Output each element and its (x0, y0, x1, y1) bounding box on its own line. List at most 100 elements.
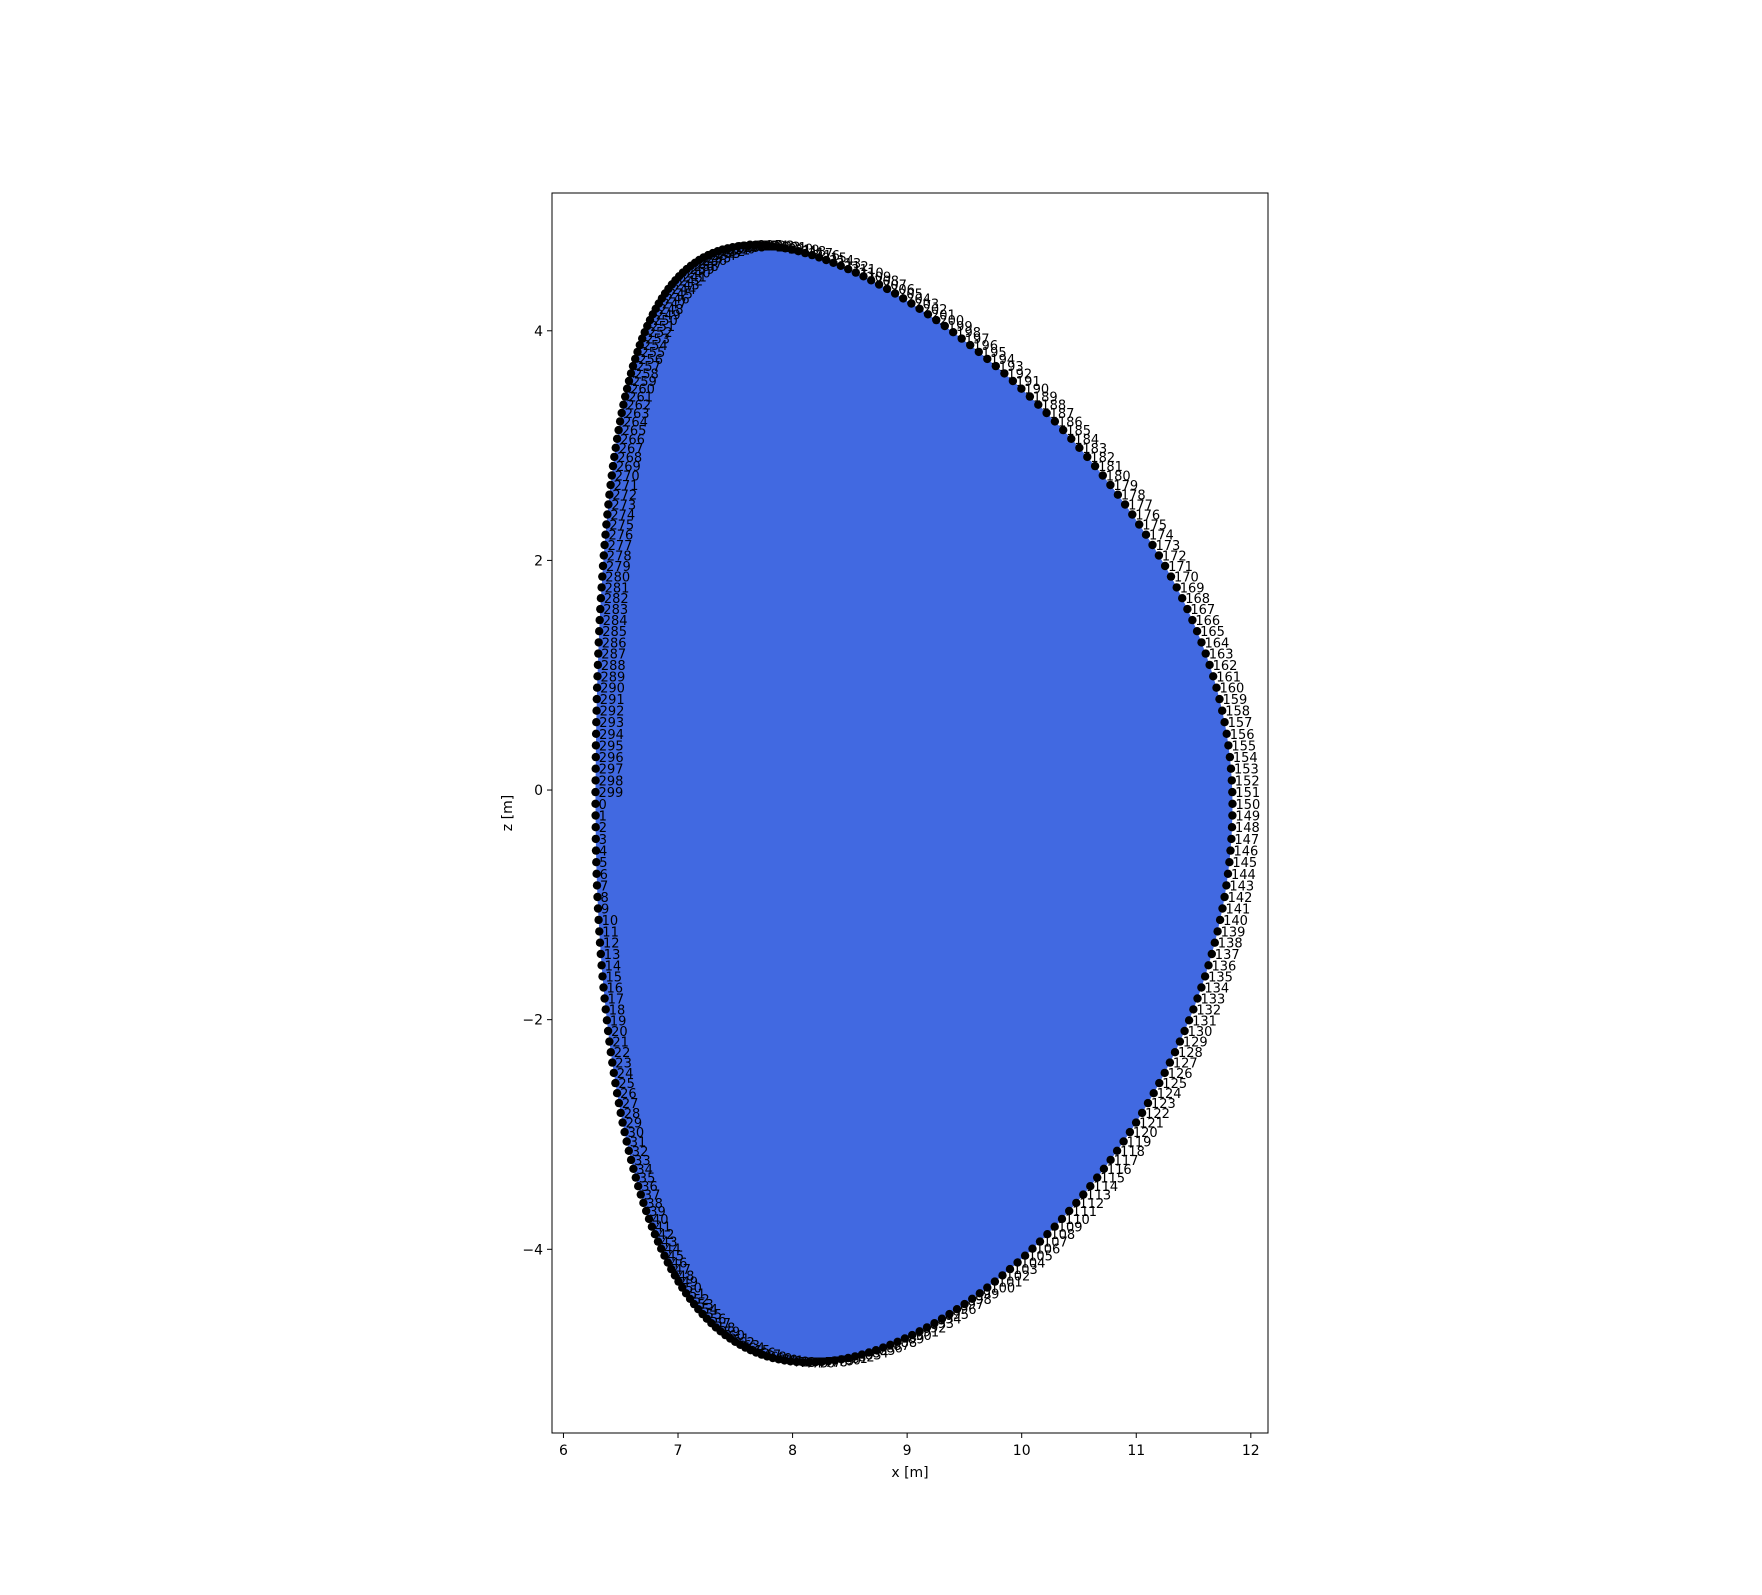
point-index-label: 43 (661, 1236, 678, 1251)
point-index-label: 28 (624, 1107, 641, 1122)
point-index-label: 195 (982, 346, 1007, 361)
boundary-point (615, 417, 625, 426)
point-index-label: 10 (602, 914, 619, 929)
boundary-point (596, 604, 605, 614)
point-index-label: 229 (736, 241, 761, 256)
point-index-label: 105 (1028, 1250, 1053, 1265)
point-index-label: 136 (1212, 959, 1237, 974)
point-index-label: 106 (1036, 1243, 1061, 1258)
point-index-label: 299 (599, 786, 624, 801)
point-index-label: 36 (641, 1180, 658, 1195)
boundary-point (817, 1357, 826, 1367)
point-index-label: 126 (1168, 1067, 1193, 1082)
boundary-point (900, 1334, 910, 1343)
point-index-label: 178 (1121, 489, 1146, 504)
boundary-point (1222, 729, 1231, 738)
x-tick-label: 8 (788, 1443, 797, 1459)
boundary-point (1106, 480, 1115, 490)
boundary-point (592, 694, 601, 704)
boundary-point (1209, 672, 1218, 681)
boundary-point (620, 1127, 629, 1137)
point-index-label: 120 (1133, 1126, 1158, 1141)
point-index-label: 115 (1100, 1172, 1125, 1187)
point-index-label: 117 (1114, 1154, 1139, 1169)
point-index-label: 159 (1223, 693, 1248, 708)
boundary-point (794, 247, 803, 256)
point-index-label: 181 (1098, 460, 1123, 475)
boundary-point (1222, 881, 1231, 890)
point-index-label: 189 (1033, 391, 1058, 406)
boundary-point (1098, 471, 1108, 480)
boundary-point (874, 280, 884, 289)
point-index-label: 245 (668, 288, 693, 303)
boundary-point (608, 461, 618, 471)
point-index-label: 63 (743, 1339, 760, 1354)
boundary-point (636, 1190, 645, 1199)
point-index-label: 91 (923, 1325, 940, 1340)
point-index-label: 216 (815, 249, 840, 264)
point-index-label: 147 (1234, 833, 1259, 848)
point-index-label: 93 (938, 1317, 955, 1332)
boundary-point (595, 927, 604, 936)
point-index-label: 47 (674, 1263, 691, 1278)
x-tick-label: 12 (1242, 1443, 1260, 1459)
point-index-label: 39 (649, 1205, 666, 1220)
point-index-label: 64 (748, 1342, 765, 1357)
point-index-label: 110 (1065, 1213, 1090, 1228)
boundary-point (824, 1357, 833, 1366)
point-index-label: 177 (1128, 499, 1153, 514)
boundary-point (674, 1277, 683, 1286)
boundary-point (599, 551, 608, 560)
point-index-label: 205 (898, 288, 923, 303)
point-index-label: 166 (1195, 614, 1220, 629)
boundary-point (1035, 1237, 1045, 1246)
boundary-point (1106, 1155, 1115, 1165)
boundary-point (617, 408, 626, 418)
point-index-label: 294 (599, 728, 624, 743)
boundary-point (660, 1251, 669, 1260)
boundary-point (614, 1098, 624, 1108)
point-index-label: 217 (808, 247, 833, 262)
point-index-label: 52 (693, 1293, 710, 1308)
point-index-label: 86 (886, 1342, 903, 1357)
boundary-point (915, 304, 924, 313)
point-index-label: 57 (714, 1317, 731, 1332)
point-index-label: 125 (1162, 1077, 1187, 1092)
point-index-label: 116 (1107, 1163, 1132, 1178)
point-index-label: 180 (1106, 470, 1131, 485)
boundary-point (593, 904, 603, 913)
point-index-label: 214 (829, 254, 854, 269)
boundary-point (591, 752, 600, 762)
point-index-label: 288 (601, 659, 626, 674)
point-index-label: 243 (675, 279, 700, 294)
boundary-point (626, 1155, 636, 1165)
boundary-point (786, 1357, 795, 1366)
boundary-point (1020, 1251, 1030, 1260)
point-index-label: 226 (752, 239, 777, 254)
boundary-point (1050, 1222, 1059, 1231)
boundary-point (879, 1343, 888, 1352)
boundary-point (1184, 1016, 1194, 1025)
point-index-label: 65 (754, 1344, 771, 1359)
boundary-point (616, 1108, 625, 1118)
point-index-label: 263 (625, 407, 650, 422)
boundary-point (1224, 741, 1233, 750)
boundary-point (1086, 1182, 1095, 1191)
point-index-label: 287 (601, 648, 626, 663)
boundary-point (1083, 452, 1092, 462)
point-index-label: 139 (1221, 925, 1246, 940)
point-index-label: 170 (1174, 571, 1199, 586)
boundary-point (957, 334, 966, 343)
boundary-point (1213, 927, 1222, 936)
point-index-label: 271 (614, 479, 639, 494)
point-index-label: 279 (606, 560, 631, 575)
boundary-point (1223, 869, 1233, 878)
point-index-label: 258 (634, 367, 659, 382)
point-index-label: 34 (636, 1163, 653, 1178)
point-index-label: 61 (733, 1333, 750, 1348)
x-axis-label: x [m] (891, 1465, 928, 1481)
boundary-point (974, 347, 983, 357)
boundary-point (612, 434, 622, 443)
boundary-point (922, 1323, 932, 1332)
boundary-point (608, 1058, 617, 1067)
